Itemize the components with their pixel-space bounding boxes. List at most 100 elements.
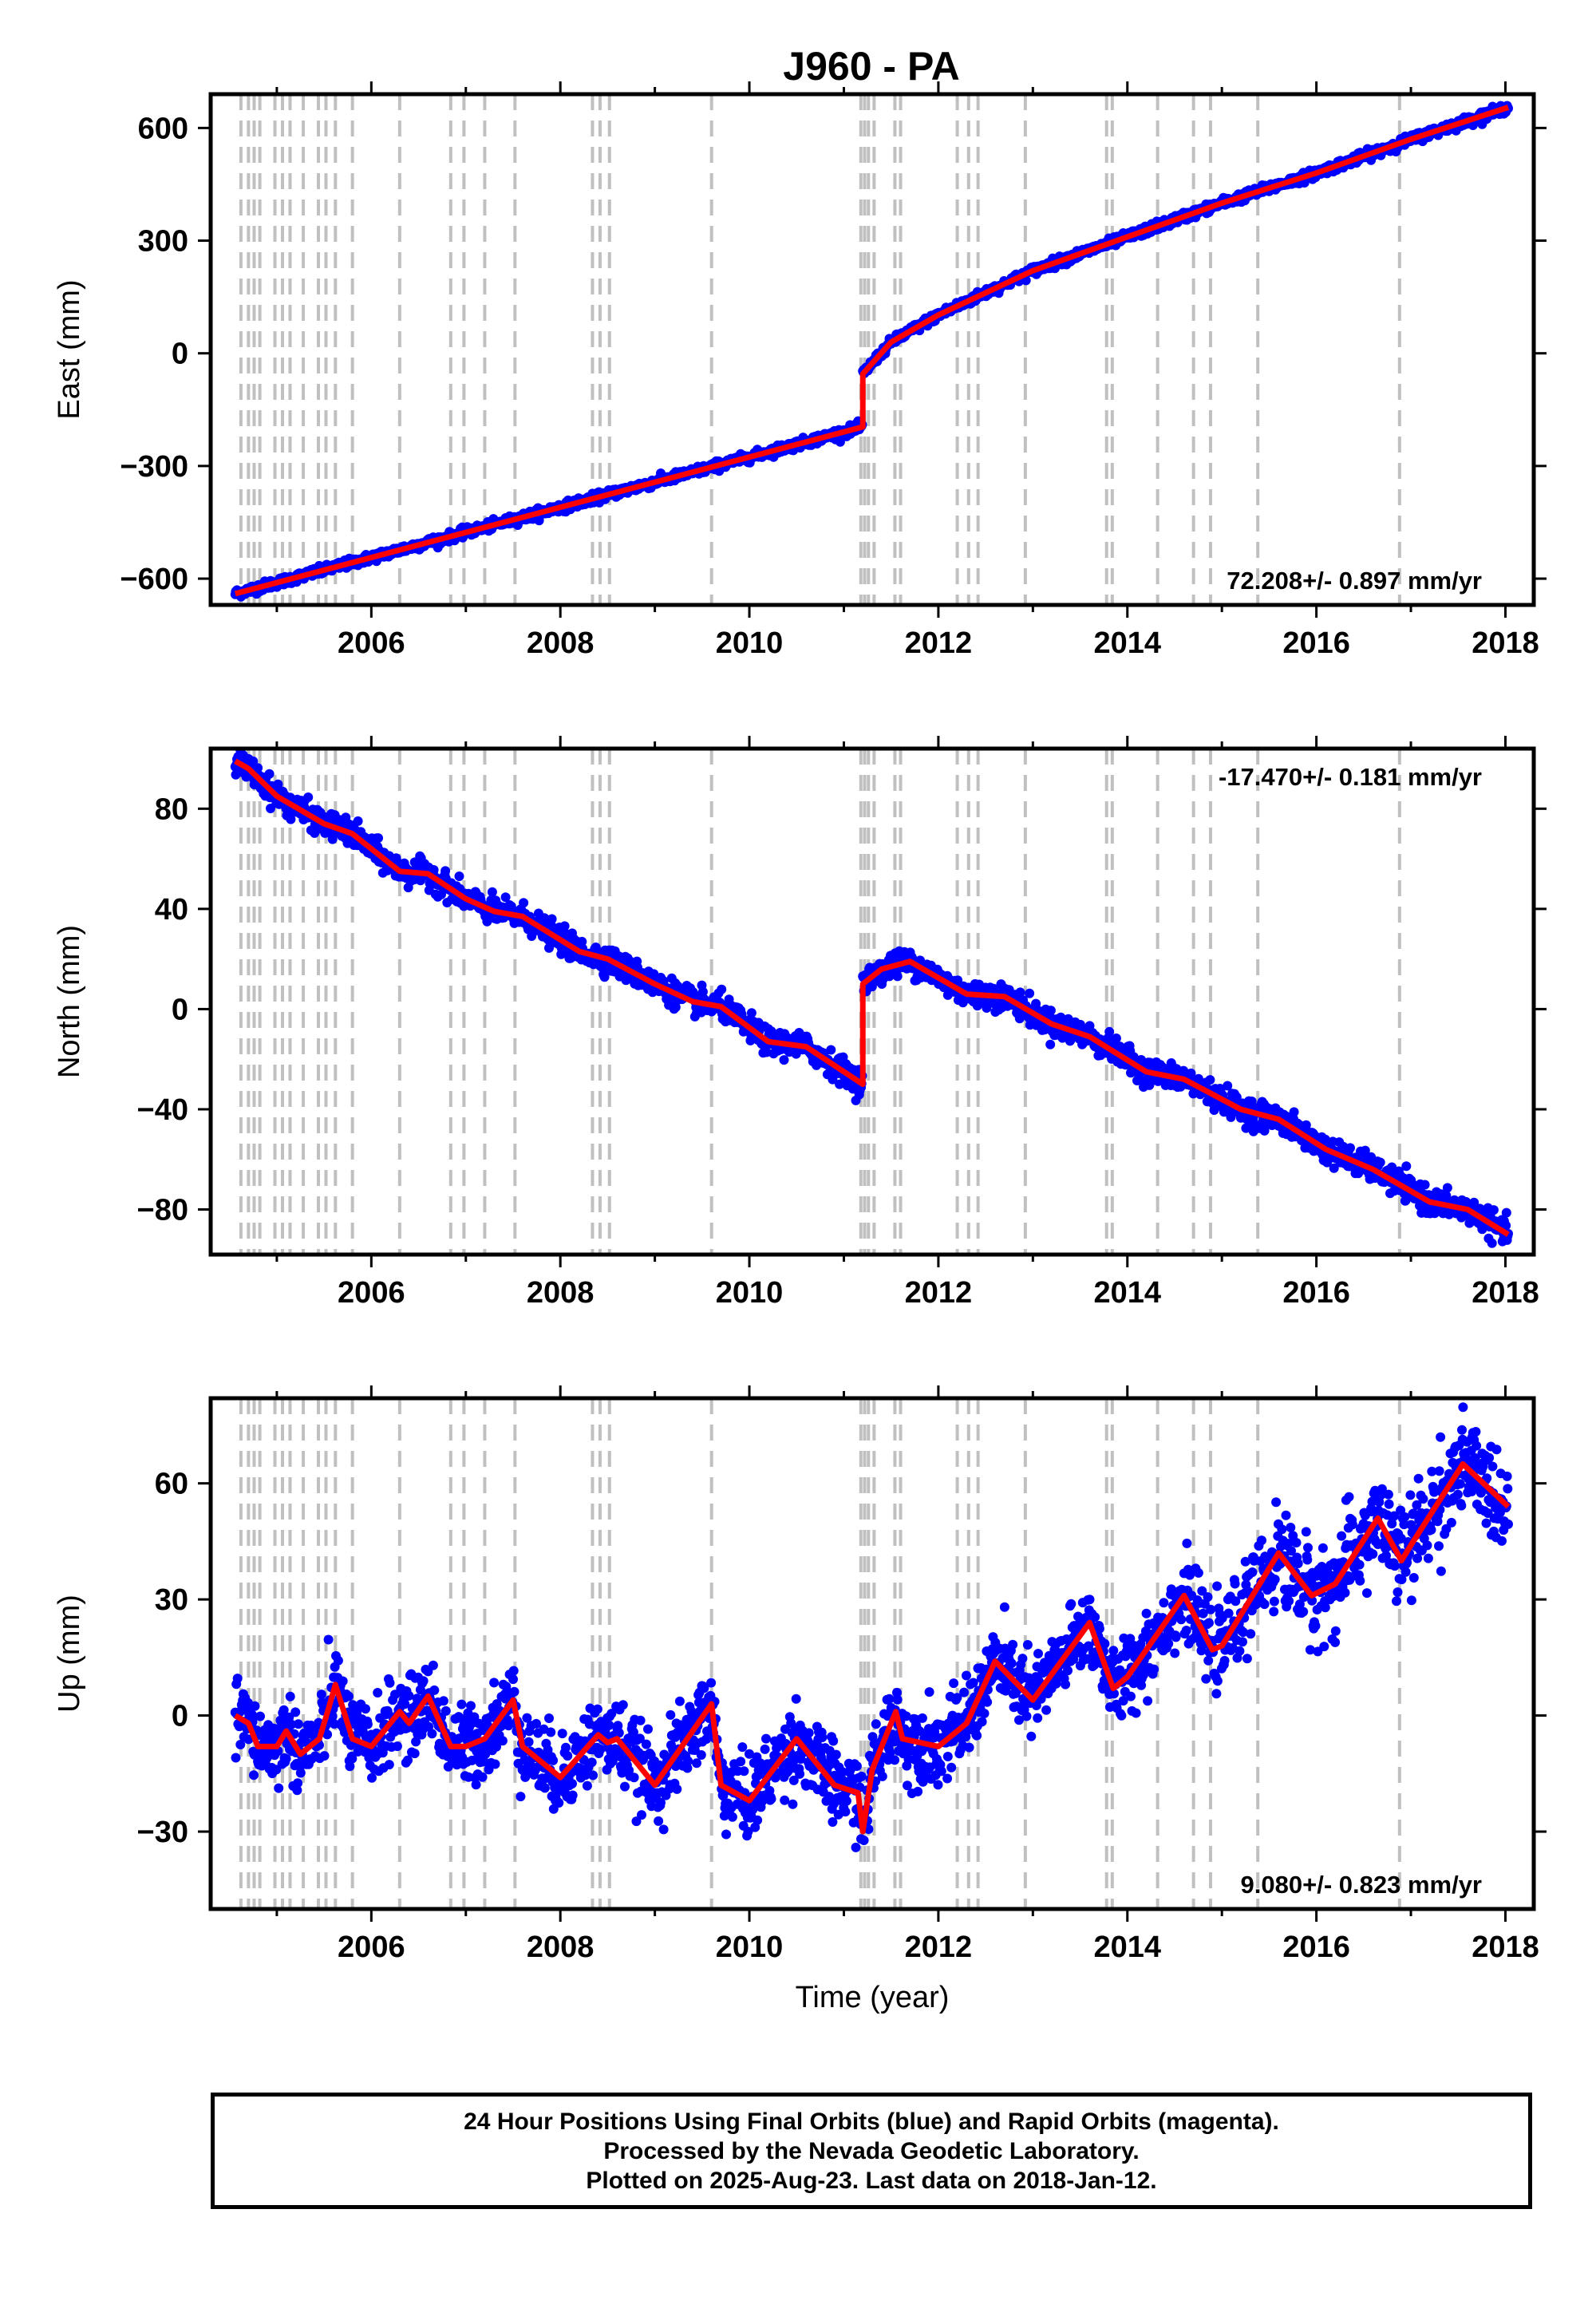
panel-frame: [208, 92, 1536, 607]
observation-point: [1441, 1191, 1452, 1201]
observation-point: [262, 1753, 272, 1763]
x-tick-label: 2012: [905, 1276, 973, 1310]
observation-point: [235, 1740, 246, 1749]
observation-point: [232, 1674, 243, 1684]
observation-point: [400, 1699, 410, 1709]
y-tick-label: −300: [120, 450, 188, 484]
observation-point: [347, 1753, 358, 1764]
observation-point: [1420, 1180, 1430, 1190]
observation-point: [1231, 1092, 1242, 1102]
observation-point: [319, 1751, 330, 1761]
y-tick-label: 300: [138, 225, 188, 259]
observation-point: [670, 1002, 681, 1012]
observation-point: [362, 1719, 373, 1729]
x-tick-label: 2010: [716, 1276, 784, 1310]
x-tick-label: 2006: [338, 626, 405, 660]
observation-point: [1360, 1145, 1370, 1156]
observation-point: [353, 816, 363, 826]
x-tick-label: 2010: [716, 626, 784, 660]
observation-point: [295, 1768, 306, 1778]
y-tick-label: −600: [120, 563, 188, 596]
observation-point: [519, 898, 529, 908]
observation-point: [547, 914, 557, 924]
observation-point: [384, 1760, 394, 1770]
observation-point: [1487, 1238, 1497, 1248]
observation-point: [346, 1740, 356, 1750]
observation-point: [392, 1741, 402, 1752]
plot-area-north: [230, 749, 1513, 1255]
observation-point: [385, 1678, 395, 1688]
panel-north: 2006 2008 2010 2012 2014 2016 2018−80−4004080N…: [53, 736, 1547, 1310]
observation-point: [892, 971, 903, 982]
observation-point: [286, 814, 296, 824]
panel-east: 2006 2008 2010 2012 2014 2016 2018−600−3000300…: [53, 81, 1547, 660]
model-line-north: [234, 758, 1510, 1237]
observation-point: [1501, 1207, 1511, 1218]
y-axis-label: East (mm): [53, 279, 86, 419]
plot-area-up: [230, 1398, 1513, 1909]
observation-point: [404, 1690, 414, 1701]
observation-point: [281, 1753, 291, 1764]
x-tick-label: 2014: [1093, 626, 1161, 660]
observation-point: [1223, 1081, 1233, 1091]
y-tick-label: −80: [137, 1194, 188, 1227]
observation-point: [577, 936, 587, 947]
observation-point: [427, 1729, 437, 1739]
observation-point: [418, 1676, 429, 1686]
observation-point: [779, 1055, 789, 1065]
x-tick-label: 2008: [527, 1276, 595, 1310]
observation-point: [316, 1690, 326, 1700]
model-line-east: [234, 105, 1510, 597]
y-axis-label: North (mm): [53, 925, 86, 1078]
observation-point: [286, 1719, 297, 1729]
observation-point: [1289, 1107, 1299, 1117]
observation-point: [303, 792, 314, 802]
panel-frame: [208, 746, 1536, 1257]
observation-point: [344, 1691, 354, 1701]
observation-point: [953, 975, 963, 986]
observation-point: [429, 1685, 440, 1695]
y-tick-label: 600: [138, 112, 188, 145]
observation-point: [1375, 1157, 1385, 1168]
observation-point: [1401, 1161, 1412, 1172]
y-tick-label: 80: [155, 792, 188, 826]
observation-point: [1045, 1039, 1056, 1049]
observation-point: [322, 1729, 333, 1740]
rate-annotation: 72.208+/- 0.897 mm/yr: [1227, 567, 1482, 595]
observation-point: [285, 1691, 295, 1701]
observations-east: [230, 101, 1513, 602]
observation-point: [255, 1711, 265, 1721]
x-tick-label: 2012: [905, 626, 973, 660]
observation-point: [1400, 1196, 1411, 1206]
y-tick-label: 40: [155, 893, 188, 927]
observation-point: [697, 986, 708, 997]
observation-point: [454, 871, 464, 881]
observation-point: [409, 1749, 420, 1759]
observation-point: [250, 1701, 260, 1711]
x-tick-label: 2016: [1282, 1276, 1350, 1310]
observation-point: [323, 1634, 334, 1645]
x-tick-label: 2016: [1282, 626, 1350, 660]
panels: 2006 2008 2010 2012 2014 2016 2018−600−3000300…: [53, 81, 1547, 2014]
observation-point: [412, 1694, 422, 1704]
observation-point: [293, 1719, 303, 1729]
x-tick-label: 2008: [527, 626, 595, 660]
observation-point: [500, 892, 511, 903]
observation-point: [746, 1008, 757, 1018]
observation-point: [274, 1783, 284, 1793]
observation-point: [231, 1753, 241, 1763]
observation-point: [1025, 988, 1035, 998]
plot-area-east: [230, 94, 1513, 605]
observation-point: [1015, 987, 1025, 998]
observation-point: [373, 1688, 383, 1697]
observation-point: [345, 1761, 355, 1772]
y-tick-label: −40: [137, 1093, 188, 1127]
observation-point: [247, 1709, 257, 1720]
observation-point: [1488, 1205, 1499, 1215]
observation-point: [279, 1705, 289, 1715]
observation-point: [248, 756, 259, 766]
observation-point: [1329, 1163, 1339, 1173]
observation-point: [559, 921, 570, 931]
